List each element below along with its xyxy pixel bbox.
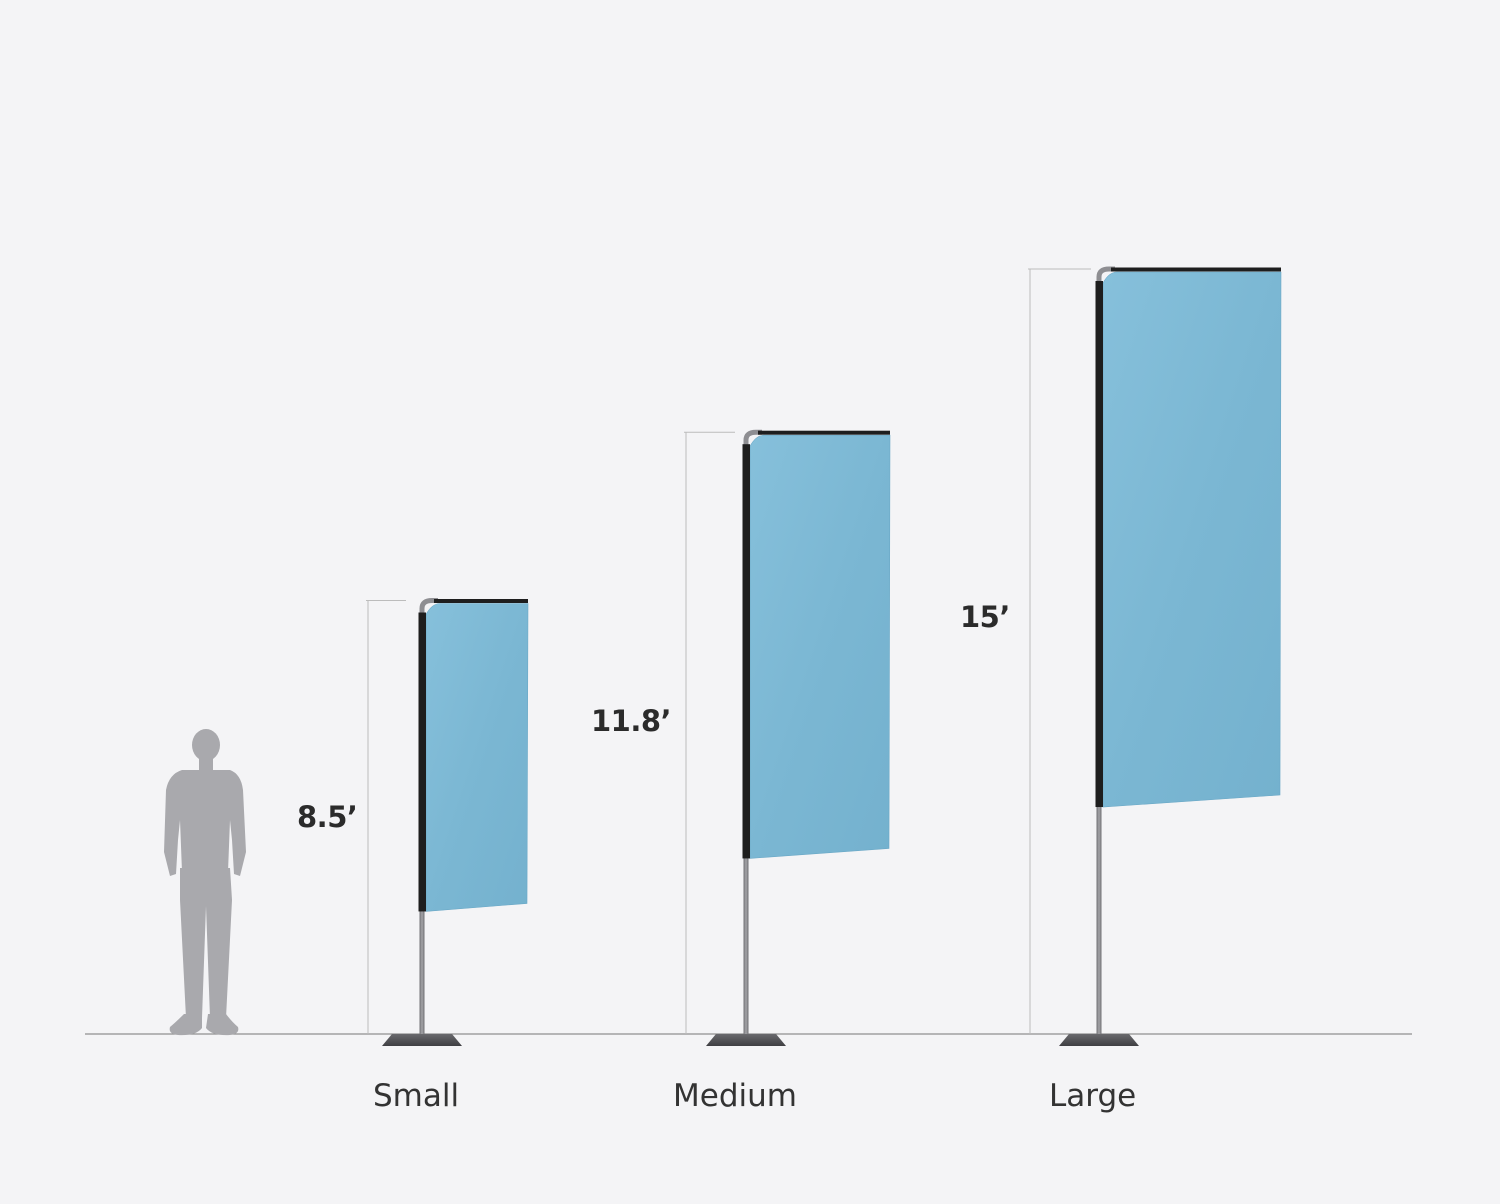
flag-medium bbox=[684, 429, 891, 1046]
flag-base bbox=[1059, 1034, 1139, 1046]
flag-large bbox=[1028, 266, 1282, 1046]
size-label-small: Small bbox=[373, 1078, 460, 1114]
pole-arc bbox=[743, 429, 762, 447]
flag-base bbox=[706, 1034, 786, 1046]
height-label-medium: 11.8’ bbox=[591, 704, 672, 738]
flag-base bbox=[382, 1034, 462, 1046]
pole-arc bbox=[1096, 266, 1115, 283]
person-silhouette-icon bbox=[164, 729, 246, 1036]
flag-small bbox=[366, 598, 529, 1046]
flag-fabric bbox=[425, 603, 529, 912]
flag-fabric bbox=[1102, 271, 1282, 808]
size-label-medium: Medium bbox=[673, 1078, 797, 1114]
height-label-small: 8.5’ bbox=[297, 800, 358, 834]
flag-top-bar bbox=[434, 599, 528, 603]
height-label-large: 15’ bbox=[960, 600, 1010, 634]
size-label-large: Large bbox=[1049, 1078, 1137, 1114]
flag-top-bar bbox=[758, 430, 890, 435]
flag-top-bar bbox=[1111, 267, 1281, 272]
flag-sleeve bbox=[742, 444, 750, 859]
flag-sleeve bbox=[1095, 281, 1103, 808]
flag-sleeve bbox=[418, 612, 426, 912]
flag-fabric bbox=[749, 434, 891, 859]
pole-arc bbox=[419, 598, 438, 615]
